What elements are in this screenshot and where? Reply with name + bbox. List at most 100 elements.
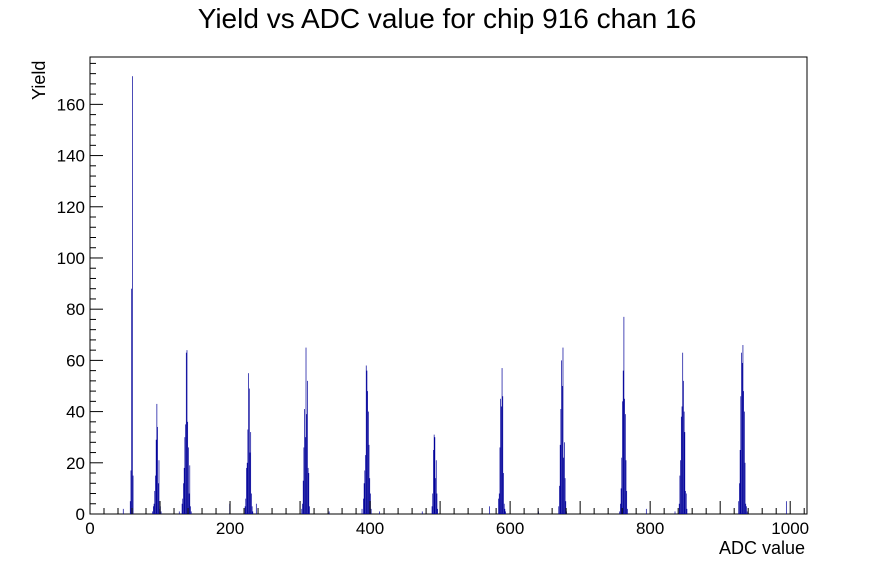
histogram-bin	[369, 478, 371, 514]
histogram-bin	[246, 467, 247, 514]
histogram-bin	[302, 503, 303, 514]
y-tick-label: 140	[57, 147, 85, 166]
histogram-bin	[308, 473, 310, 514]
histogram-bin	[245, 498, 247, 514]
histogram-bin	[741, 362, 743, 514]
histogram-bin	[421, 511, 423, 514]
histogram-bin	[683, 411, 685, 514]
histogram-bin	[686, 508, 688, 514]
histogram-bin	[328, 511, 330, 514]
histogram-bin	[505, 511, 506, 514]
histogram-bin	[620, 488, 622, 514]
histogram-bin	[499, 447, 501, 514]
histogram-bin	[501, 368, 503, 514]
histogram-bin	[560, 409, 562, 514]
histogram-bin	[153, 503, 155, 514]
histogram-bin	[501, 406, 502, 514]
histogram-bin	[132, 76, 133, 514]
histogram-bin	[181, 503, 183, 514]
histogram-bin	[739, 449, 741, 514]
histogram-bin	[155, 475, 156, 514]
histogram-bin	[309, 506, 310, 514]
histogram-bin	[183, 467, 185, 514]
histogram-bin	[122, 508, 124, 514]
histogram-bin	[623, 316, 625, 514]
histogram-bin	[185, 352, 187, 514]
histogram-bin	[685, 493, 687, 514]
histogram-bin	[363, 498, 364, 514]
histogram-bin	[681, 406, 683, 514]
histogram-bin	[156, 403, 158, 514]
histogram-bin	[680, 460, 681, 514]
y-axis: 0 20 40 60 80 100 120 140 160	[57, 62, 103, 524]
histogram-bin	[187, 421, 189, 514]
histogram-bin	[189, 465, 191, 514]
histogram-bin	[132, 475, 134, 514]
histogram-bin	[368, 444, 370, 514]
histogram-bin	[738, 501, 740, 514]
histogram-bin	[674, 511, 676, 514]
y-tick-label: 40	[66, 403, 85, 422]
histogram-bin	[739, 483, 740, 514]
histogram-bin	[742, 345, 744, 514]
histogram-bin	[252, 511, 254, 514]
histogram-bin	[130, 470, 132, 514]
histogram-bin	[564, 442, 565, 514]
histogram-bin	[248, 388, 250, 514]
histogram-bin	[680, 416, 682, 514]
x-tick-label: 0	[85, 519, 94, 538]
histogram-bin	[301, 508, 303, 514]
histogram-bin	[155, 439, 157, 514]
histogram-bin	[620, 503, 621, 514]
histogram-bin	[563, 457, 565, 514]
histogram-bin	[363, 483, 365, 514]
histogram-bin	[304, 409, 305, 514]
histogram-bin	[504, 508, 506, 514]
histogram-bin	[684, 432, 686, 514]
histogram-bin	[682, 352, 684, 514]
histogram-bin	[561, 360, 562, 514]
histogram-bin	[743, 411, 745, 514]
histogram-bin	[561, 385, 563, 514]
histogram-bin	[622, 370, 624, 514]
histogram-bin	[302, 480, 304, 514]
histogram-bin	[153, 506, 154, 514]
histogram-bin	[621, 457, 623, 514]
histogram-bin	[624, 398, 625, 514]
histogram-bin	[247, 429, 249, 514]
histogram-bin	[304, 437, 306, 514]
histogram-bin	[361, 508, 363, 514]
histogram-bin	[183, 483, 184, 514]
histogram-bin	[188, 447, 189, 514]
histogram-bin	[679, 475, 681, 514]
histogram-bin	[743, 391, 744, 514]
histogram-bin	[435, 478, 436, 514]
histogram-bin	[246, 462, 248, 514]
histogram-bin	[502, 396, 504, 514]
histogram-bin	[619, 511, 621, 514]
plot-frame	[89, 56, 808, 515]
histogram-bin	[434, 437, 436, 514]
histogram-bin	[366, 370, 368, 514]
histogram-bin	[489, 506, 490, 514]
x-tick-label: 600	[496, 519, 524, 538]
histogram-bin	[307, 380, 308, 514]
x-axis: 0 200 400 600 800 1000	[85, 501, 809, 538]
histogram-bin	[433, 449, 434, 514]
histogram-bin	[645, 508, 647, 514]
x-tick-label: 200	[216, 519, 244, 538]
x-tick-label: 800	[636, 519, 664, 538]
histogram-bin	[251, 493, 252, 514]
histogram-bin	[744, 462, 746, 514]
histogram-bin	[303, 447, 305, 514]
histogram-bin	[745, 503, 747, 514]
histogram-bin	[678, 503, 680, 514]
histogram-bin	[622, 401, 623, 514]
histogram-bin	[741, 352, 742, 514]
histogram-bin	[307, 467, 309, 514]
histogram-bin	[367, 391, 368, 514]
y-tick-label: 80	[66, 300, 85, 319]
histogram-bin	[559, 444, 561, 514]
histogram-bin	[746, 511, 748, 514]
